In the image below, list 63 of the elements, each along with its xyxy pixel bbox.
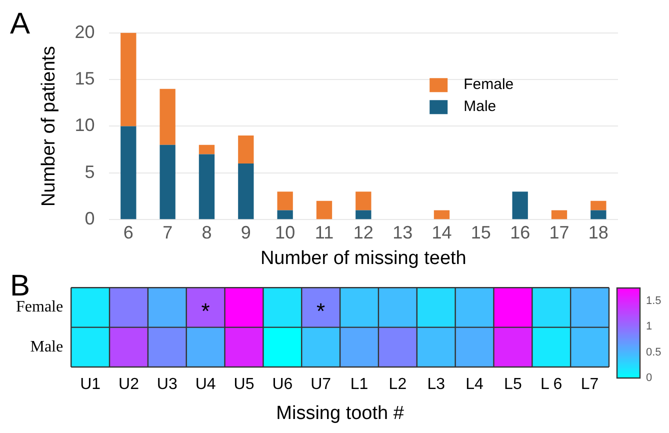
bar (160, 144, 176, 220)
x-tick-label: U4 (195, 376, 216, 394)
color-bar-label: 1 (646, 320, 652, 333)
x-tick-label: L 6 (540, 376, 562, 394)
x-tick-label: 12 (353, 222, 374, 242)
legend-label: Female (464, 76, 514, 94)
x-tick-label: 11 (314, 222, 334, 242)
bar (551, 210, 568, 220)
x-tick-label: U6 (272, 376, 293, 394)
data-label: * (316, 298, 326, 324)
x-tick-label: 8 (202, 222, 212, 242)
x-tick-label: L4 (466, 376, 484, 394)
bar (316, 200, 332, 220)
x-tick-label: U2 (118, 376, 140, 394)
x-tick-label: U3 (156, 376, 178, 394)
bar (238, 136, 254, 164)
y-tick-label: 0 (84, 208, 95, 229)
bar (356, 192, 372, 210)
bar (120, 32, 136, 126)
x-tick-label: 15 (470, 222, 491, 242)
x-tick-label: U5 (234, 376, 254, 394)
y-tick-label: 20 (74, 22, 95, 42)
x-tick-label: L3 (427, 376, 446, 394)
y-axis-title: Number of patients (38, 46, 60, 206)
x-tick-label: 17 (549, 222, 570, 242)
bar (590, 200, 606, 210)
text: A (10, 7, 30, 40)
x-tick-label: L7 (580, 376, 599, 394)
x-tick-label: 9 (240, 222, 251, 242)
text: B (10, 269, 30, 302)
color-bar-label: 0.5 (646, 346, 662, 358)
x-tick-label: 6 (123, 222, 134, 242)
x-tick-label: 13 (392, 222, 413, 242)
bar (512, 192, 528, 220)
bar (160, 88, 176, 145)
bar (238, 164, 254, 220)
x-tick-label: U1 (80, 376, 101, 394)
x-tick-label: L5 (504, 376, 522, 394)
x-tick-label: 16 (510, 222, 530, 242)
y-tick-label: 10 (74, 115, 95, 136)
x-tick-label: 14 (432, 222, 452, 242)
x-tick-label: L2 (388, 376, 407, 394)
legend-label: Male (464, 98, 496, 116)
x-tick-label: L1 (350, 376, 368, 394)
bar (120, 126, 136, 220)
bar (356, 210, 372, 220)
bar (277, 192, 293, 210)
bar (590, 210, 606, 220)
y-tick-label: 15 (74, 68, 95, 88)
data-label: * (201, 298, 210, 324)
x-tick-label: 7 (162, 222, 173, 242)
x-tick-label: U7 (310, 376, 332, 394)
x-axis-title: Number of missing teeth (260, 248, 466, 269)
bar (198, 144, 215, 154)
x-axis-title: Missing tooth # (276, 402, 404, 424)
bar (198, 154, 215, 220)
y-tick-label: 5 (84, 162, 95, 182)
bar (277, 210, 293, 220)
color-bar-label: 0 (646, 372, 652, 384)
x-tick-label: 10 (275, 222, 296, 242)
color-bar-label: 1.5 (646, 294, 662, 307)
bar (434, 210, 450, 220)
x-tick-label: 18 (588, 222, 608, 242)
